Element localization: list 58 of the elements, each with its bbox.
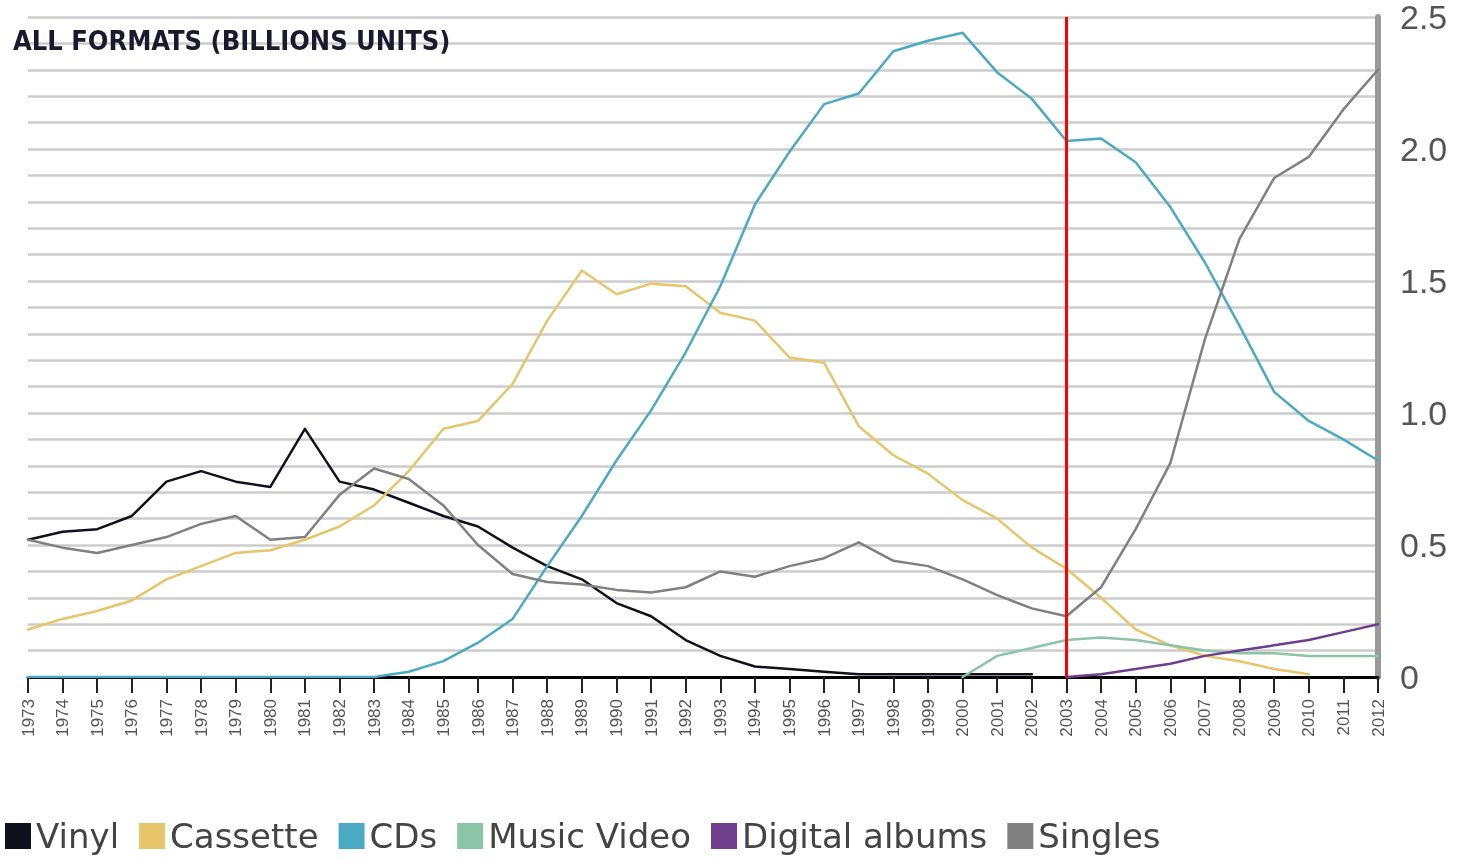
- x-tick-label: 1980: [260, 699, 280, 737]
- x-tick-label: 2003: [1056, 699, 1076, 737]
- x-tick-label: 2007: [1195, 699, 1215, 737]
- x-tick-label: 1975: [87, 699, 107, 737]
- y-tick-label: 2.0: [1400, 130, 1448, 168]
- x-tick-label: 2001: [987, 699, 1007, 737]
- x-tick-label: 1993: [710, 699, 730, 737]
- x-tick-label: 2006: [1160, 699, 1180, 737]
- line-series: [1065, 622, 1380, 679]
- x-tick-label: 2005: [1126, 699, 1146, 737]
- x-tick-label: 1981: [295, 699, 315, 737]
- x-tick-label: 2008: [1230, 699, 1250, 737]
- legend-label: Cassette: [170, 816, 319, 856]
- x-tick-label: 1974: [53, 699, 73, 737]
- line-series: [26, 269, 1311, 676]
- legend-label: Singles: [1038, 816, 1161, 856]
- x-tick-label: 1999: [918, 699, 938, 737]
- x-tick-label: 2000: [953, 699, 973, 737]
- x-tick-label: 1998: [883, 699, 903, 737]
- x-tick-label: 2011: [1333, 699, 1353, 736]
- line-series: [961, 636, 1380, 679]
- x-tick-label: 1973: [18, 699, 38, 737]
- x-tick-label: 2012: [1368, 699, 1388, 737]
- y-tick-label: 1.5: [1400, 262, 1448, 300]
- x-tick-label: 1984: [399, 699, 419, 737]
- x-tick-label: 1990: [606, 699, 626, 737]
- x-tick-label: 1997: [849, 699, 869, 737]
- x-tick-label: 2002: [1022, 699, 1042, 737]
- x-tick-label: 1977: [156, 699, 176, 737]
- legend-label: Music Video: [488, 816, 692, 856]
- x-tick-label: 1983: [364, 699, 384, 737]
- x-tick-label: 1989: [572, 699, 592, 737]
- legend-label: Digital albums: [742, 816, 988, 856]
- y-tick-label: 1.0: [1400, 394, 1448, 432]
- x-tick-label: 1994: [745, 699, 765, 737]
- x-tick-label: 1976: [122, 699, 142, 737]
- line-series: [26, 68, 1380, 618]
- x-tick-label: 1988: [537, 699, 557, 737]
- x-tick-label: 1978: [191, 699, 211, 737]
- legend-label: CDs: [369, 816, 438, 856]
- y-tick-label: 0.5: [1400, 526, 1448, 564]
- legend-label: Vinyl: [36, 816, 120, 856]
- x-tick-label: 2010: [1299, 699, 1319, 737]
- x-tick-label: 1982: [330, 699, 350, 737]
- x-tick-label: 2009: [1264, 699, 1284, 737]
- x-tick-label: 1986: [468, 699, 488, 737]
- x-tick-label: 1979: [226, 699, 246, 737]
- line-series: [26, 427, 1034, 676]
- x-tick-label: 1985: [433, 699, 453, 737]
- x-tick-label: 1995: [780, 699, 800, 737]
- y-tick-label: 2.5: [1400, 0, 1448, 36]
- x-tick-label: 1987: [503, 699, 523, 737]
- chart-title: ALL FORMATS (BILLIONS UNITS): [13, 25, 451, 56]
- y-tick-label: 0: [1400, 658, 1419, 696]
- x-tick-label: 1996: [814, 699, 834, 737]
- x-tick-label: 1991: [641, 699, 661, 737]
- x-tick-label: 2004: [1091, 699, 1111, 737]
- x-tick-label: 1992: [676, 699, 696, 737]
